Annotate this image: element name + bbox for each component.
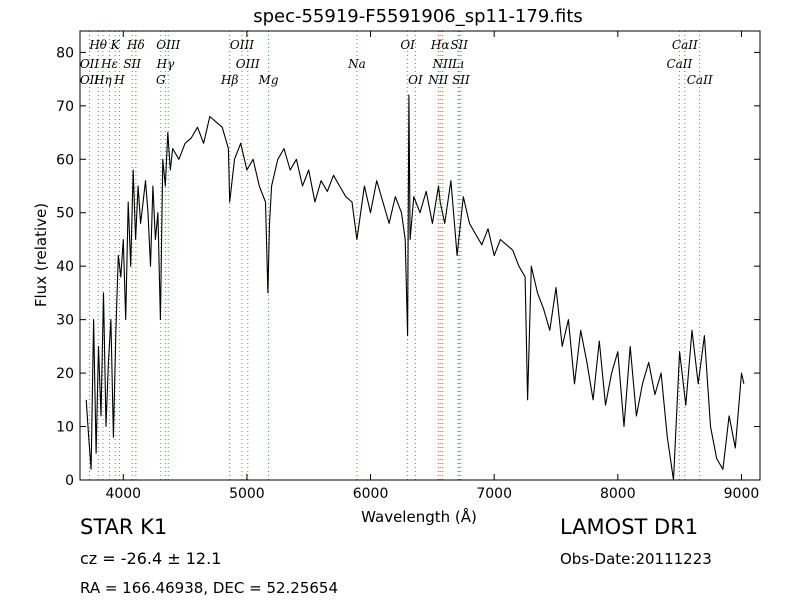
line-label: OI [408,73,423,87]
chart-title: spec-55919-F5591906_sp11-179.fits [253,6,583,27]
line-label: OIII [236,57,260,71]
x-tick-label: 9000 [724,486,760,502]
line-label: CaII [687,73,713,87]
y-tick-label: 10 [56,420,74,436]
line-label: Hη [93,73,112,87]
coordinates: RA = 166.46938, DEC = 52.25654 [80,579,339,597]
spectrum-line [85,94,745,481]
obs-date: Obs-Date:20111223 [560,550,712,568]
line-label: OII [80,73,100,87]
x-axis-label: Wavelength (Å) [361,507,477,526]
y-tick-label: 70 [56,99,74,115]
line-label: Hε [100,57,118,71]
line-label: K [110,38,121,52]
y-tick-label: 0 [65,473,74,489]
line-label: OIII [156,38,180,52]
object-class: STAR K1 [80,515,168,539]
x-tick-label: 7000 [476,486,512,502]
line-label: G [156,73,166,87]
redshift-info: cz = -26.4 ± 12.1 [80,549,222,568]
y-tick-label: 20 [56,366,74,382]
line-label: Mg [258,73,279,87]
y-tick-label: 80 [56,45,74,61]
line-label: SII [450,38,468,52]
survey-name: LAMOST DR1 [560,515,699,539]
line-label: H [113,73,125,87]
y-axis-label: Flux (relative) [32,203,50,307]
line-label: Hβ [220,73,238,87]
line-label: Hγ [156,57,175,71]
y-tick-label: 50 [56,206,74,222]
line-label: CaII [672,38,698,52]
line-label: Hθ [88,38,107,52]
y-tick-label: 30 [56,313,74,329]
line-label: OIII [230,38,254,52]
line-label: Hα [430,38,450,52]
line-label: OI [400,38,415,52]
y-tick-label: 60 [56,152,74,168]
x-tick-label: 8000 [600,486,636,502]
line-label: Lı [451,57,464,71]
line-label: SII [123,57,141,71]
line-label: Hδ [126,38,145,52]
x-tick-label: 4000 [105,486,141,502]
line-label: Na [347,57,366,71]
y-tick-label: 40 [56,259,74,275]
line-label: NII [427,73,448,87]
x-tick-label: 6000 [353,486,389,502]
line-label: CaII [666,57,692,71]
line-label: NII [432,57,453,71]
x-tick-label: 5000 [229,486,265,502]
line-label: SII [452,73,470,87]
plot-frame [79,30,761,481]
